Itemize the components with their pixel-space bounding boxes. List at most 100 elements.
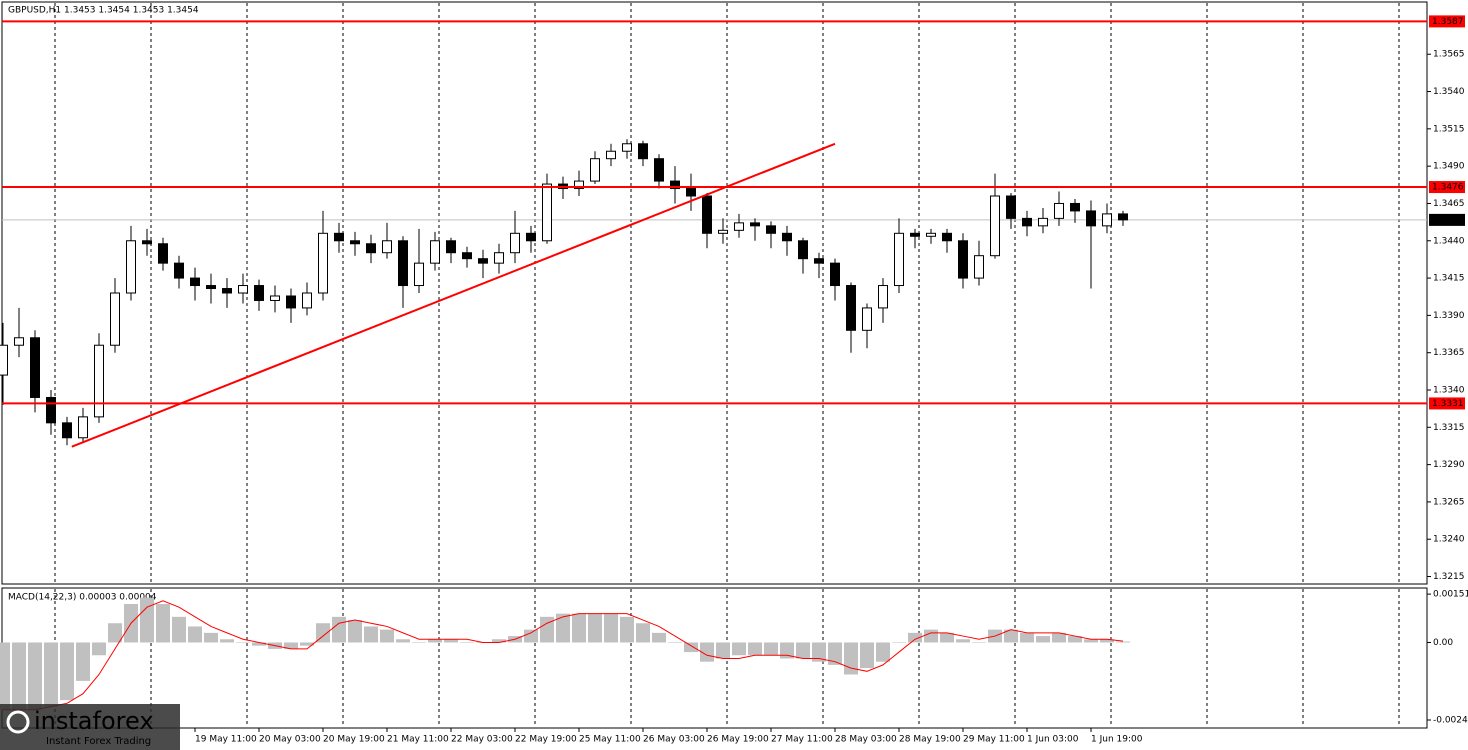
candle-body — [334, 232, 344, 242]
candle-body — [526, 232, 536, 242]
candle-body — [254, 285, 264, 301]
macd-bar — [76, 642, 90, 681]
y-tick-label: 1.3515 — [1433, 124, 1465, 134]
macd-bar — [732, 642, 746, 656]
x-tick-label: 29 May 11:00 — [963, 735, 1025, 745]
candle-body — [238, 285, 248, 294]
macd-bar — [908, 632, 922, 643]
macd-bar — [92, 642, 106, 656]
candle-body — [542, 183, 552, 242]
candle-body — [1070, 202, 1080, 212]
macd-bar — [204, 632, 218, 643]
macd-bar — [300, 642, 314, 646]
y-tick-label: 1.3390 — [1433, 311, 1465, 321]
macd-bar — [1052, 632, 1066, 643]
level-label-box — [1429, 181, 1465, 194]
candle-body — [590, 158, 600, 182]
macd-bar — [524, 629, 538, 643]
macd-bar — [652, 632, 666, 643]
macd-bar — [0, 642, 10, 710]
macd-bar — [236, 642, 250, 643]
current-price-label: 1.3454 — [1432, 215, 1464, 225]
y-tick-label: 0.00 — [1433, 638, 1453, 648]
signal-line — [3, 600, 1124, 711]
candle-body — [0, 344, 8, 376]
macd-title: MACD(14,22,3) 0.00003 0.00004 — [8, 593, 157, 603]
candle-body — [382, 240, 392, 254]
macd-bar — [796, 642, 810, 659]
chart-title: GBPUSD,H1 1.3453 1.3454 1.3453 1.3454 — [8, 6, 199, 16]
candle-body — [702, 195, 712, 234]
macd-bar — [380, 629, 394, 643]
candle-body — [494, 252, 504, 264]
candle-body — [878, 285, 888, 309]
macd-bar — [572, 613, 586, 643]
macd-bar — [1004, 629, 1018, 643]
candle-body — [1006, 195, 1016, 219]
y-tick-label: 1.3540 — [1433, 87, 1465, 97]
y-tick-label: 1.3365 — [1433, 348, 1465, 358]
macd-bar — [60, 642, 74, 701]
macd-bar — [940, 632, 954, 643]
macd-bar — [540, 616, 554, 643]
candle-body — [894, 232, 904, 287]
watermark-box — [0, 704, 180, 750]
x-tick-label: 27 May 11:00 — [771, 735, 833, 745]
candle-body — [718, 229, 728, 234]
macd-bar — [780, 642, 794, 659]
candle-body — [318, 232, 328, 294]
macd-bar — [620, 616, 634, 643]
macd-bar — [588, 613, 602, 643]
candle-body — [846, 285, 856, 331]
candle-body — [414, 262, 424, 287]
candle-body — [446, 240, 456, 254]
y-tick-label: 1.3340 — [1433, 386, 1465, 396]
macd-bar — [140, 597, 154, 643]
macd-bar — [284, 642, 298, 649]
macd-bar — [332, 616, 346, 643]
candle-body — [158, 243, 168, 264]
y-tick-label: 0.00151 — [1433, 590, 1468, 600]
candle-body — [78, 416, 88, 439]
candle-body — [990, 195, 1000, 257]
candle-body — [302, 292, 312, 309]
macd-bar — [252, 642, 266, 646]
macd-bar — [108, 623, 122, 643]
candle-body — [926, 232, 936, 237]
candle-body — [206, 285, 216, 290]
candle-body — [574, 180, 584, 190]
macd-bar — [396, 639, 410, 643]
macd-bar — [556, 613, 570, 643]
x-tick-label: 1 Jun 19:00 — [1091, 735, 1143, 745]
level-label-box — [1429, 15, 1465, 28]
candle-body — [958, 240, 968, 279]
candle-body — [510, 232, 520, 254]
candle-body — [766, 225, 776, 234]
macd-bar — [1100, 639, 1114, 643]
macd-bar — [716, 642, 730, 659]
candle-body — [974, 255, 984, 279]
macd-bar — [700, 642, 714, 662]
candle-body — [1022, 217, 1032, 227]
macd-bar — [828, 642, 842, 665]
candle-body — [350, 240, 360, 245]
y-tick-label: 1.3240 — [1433, 535, 1465, 545]
y-tick-label: 1.3440 — [1433, 236, 1465, 246]
macd-bar — [956, 639, 970, 643]
candle-body — [94, 344, 104, 418]
macd-bar — [748, 642, 762, 656]
candle-body — [830, 262, 840, 287]
macd-bar — [636, 623, 650, 643]
macd-bar — [924, 629, 938, 643]
candle-body — [286, 295, 296, 309]
y-tick-label: 1.3290 — [1433, 460, 1465, 470]
macd-bar — [28, 642, 42, 710]
candle-body — [1118, 213, 1128, 221]
candle-body — [222, 288, 232, 294]
x-tick-label: 20 May 19:00 — [323, 735, 385, 745]
macd-bar — [604, 613, 618, 643]
candle-body — [478, 258, 488, 264]
candle-body — [110, 292, 120, 346]
macd-bar — [764, 642, 778, 656]
